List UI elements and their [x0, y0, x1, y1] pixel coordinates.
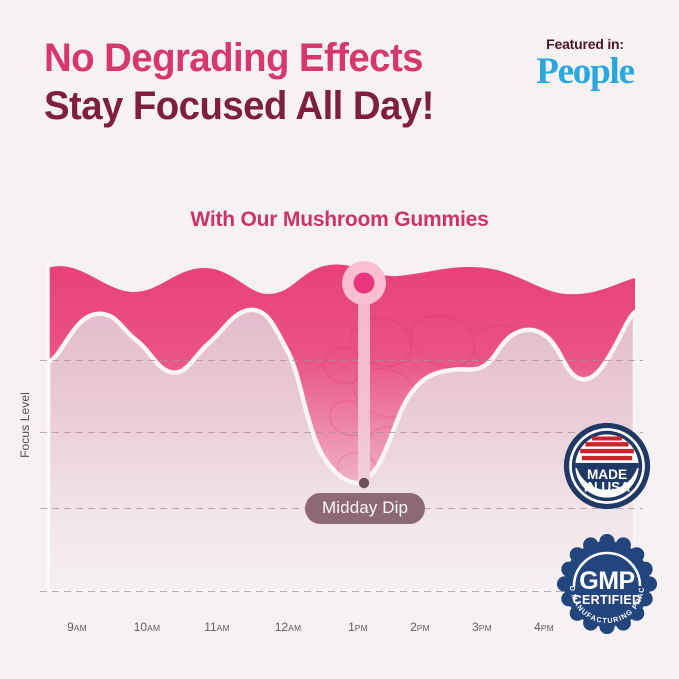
x-tick-suffix: PM — [478, 623, 492, 633]
x-tick-value: 12 — [274, 620, 289, 634]
x-tick-3: 12AM — [275, 620, 302, 634]
x-tick-value: 1 — [348, 620, 355, 634]
y-axis-label: Focus Level — [18, 392, 32, 458]
x-tick-0: 9AM — [67, 620, 87, 634]
gmp-subtitle: CERTIFIED — [573, 593, 642, 607]
x-tick-7: 4PM — [534, 620, 554, 634]
x-tick-5: 2PM — [410, 620, 430, 634]
chart-subtitle: With Our Mushroom Gummies — [190, 208, 489, 231]
gmp-title: GMP — [579, 567, 634, 595]
x-tick-value: 3 — [472, 620, 479, 634]
gmp-certified-badge: GMP CERTIFIED GOOD MANUFACTURING PRACTIC… — [554, 527, 658, 635]
x-tick-suffix: PM — [354, 623, 368, 633]
made-in-usa-line-2: IN USA — [584, 480, 630, 495]
x-tick-4: 1PM — [348, 620, 368, 634]
x-tick-suffix: AM — [73, 623, 87, 633]
x-axis-ticks: 9AM 10AM 11AM 12AM 1PM 2PM 3PM 4PM — [48, 620, 635, 640]
x-tick-suffix: PM — [416, 623, 430, 633]
headline-line-1: No Degrading Effects — [44, 36, 424, 80]
featured-in-label: Featured in: — [546, 36, 624, 52]
x-tick-value: 9 — [67, 620, 74, 634]
made-in-usa-badge: MADE IN USA — [563, 422, 651, 510]
x-tick-value: 4 — [534, 620, 541, 634]
x-tick-2: 11AM — [204, 620, 230, 634]
x-tick-6: 3PM — [472, 620, 492, 634]
featured-in-block: Featured in: People — [520, 36, 650, 90]
x-tick-value: 11 — [204, 620, 217, 634]
x-tick-1: 10AM — [134, 620, 161, 634]
area-series-without-gummies — [48, 307, 635, 592]
midday-dip-label: Midday Dip — [305, 493, 426, 524]
x-tick-suffix: AM — [288, 623, 302, 633]
x-tick-suffix: AM — [216, 623, 230, 633]
x-tick-suffix: AM — [147, 623, 161, 633]
people-magazine-logo: People — [536, 51, 635, 92]
x-tick-value: 10 — [133, 620, 148, 634]
made-in-usa-line-1: MADE — [587, 467, 627, 482]
headline-line-2: Stay Focused All Day! — [44, 83, 434, 128]
midday-dip-marker — [342, 261, 386, 489]
x-tick-suffix: PM — [540, 623, 554, 633]
headline: No Degrading Effects Stay Focused All Da… — [44, 38, 450, 127]
x-tick-value: 2 — [410, 620, 417, 634]
